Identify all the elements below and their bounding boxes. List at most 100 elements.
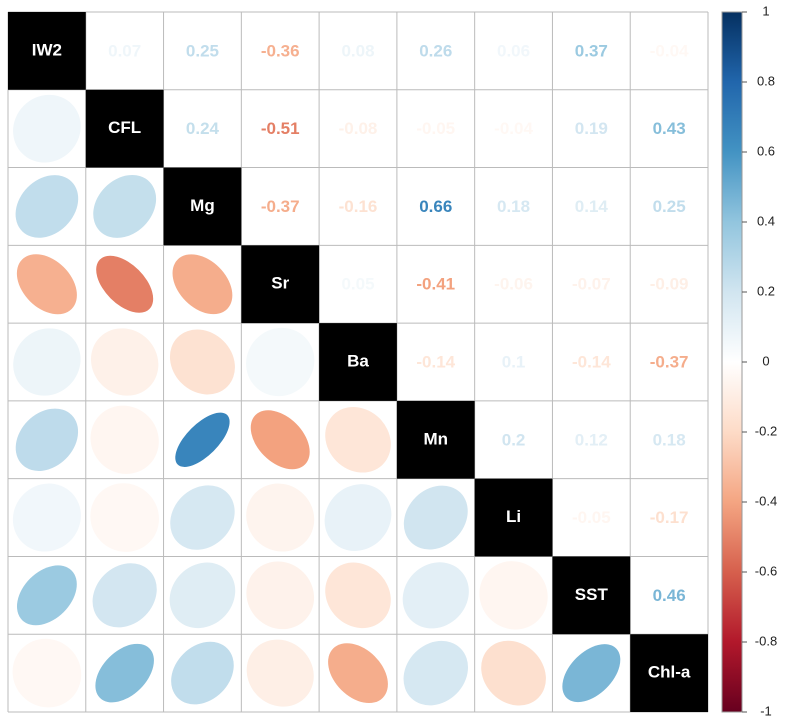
- correlation-value: -0.14: [572, 352, 611, 371]
- correlation-value: -0.36: [261, 41, 300, 60]
- correlation-value: -0.07: [572, 275, 611, 294]
- correlation-ellipse: [16, 254, 77, 315]
- correlation-ellipse: [481, 640, 546, 706]
- correlation-value: -0.37: [650, 352, 689, 371]
- correlation-ellipse: [246, 327, 315, 397]
- correlation-ellipse: [246, 639, 314, 707]
- colorbar-tick-label: 0: [762, 353, 769, 368]
- correlation-value: 0.14: [575, 197, 609, 216]
- correlation-ellipse: [171, 641, 234, 705]
- diagonal-cell: [474, 478, 553, 557]
- diagonal-cell: [241, 245, 320, 324]
- variable-label: Chl-a: [648, 663, 691, 682]
- colorbar-tick-label: -0.2: [755, 423, 777, 438]
- correlation-value: -0.09: [650, 275, 689, 294]
- correlation-value: -0.04: [494, 119, 533, 138]
- colorbar-tick-label: 0.6: [757, 143, 775, 158]
- colorbar: [721, 11, 743, 713]
- diagonal-cell: [85, 89, 164, 168]
- correlation-ellipse: [15, 175, 79, 238]
- diagonal-cell: [396, 400, 475, 479]
- correlation-value: 0.25: [186, 41, 219, 60]
- correlation-value: -0.17: [650, 508, 689, 527]
- correlation-value: -0.08: [339, 119, 378, 138]
- correlation-ellipse: [403, 640, 468, 706]
- correlation-ellipse: [170, 485, 235, 550]
- correlation-value: -0.14: [416, 352, 455, 371]
- correlation-value: 0.05: [341, 275, 374, 294]
- correlation-value: -0.04: [650, 41, 689, 60]
- correlation-ellipse: [250, 410, 310, 470]
- correlation-value: 0.12: [575, 430, 608, 449]
- correlation-ellipse: [402, 562, 469, 629]
- correlation-value: 0.06: [497, 41, 530, 60]
- diagonal-cell: [630, 634, 708, 712]
- diagonal-cell: [8, 12, 86, 90]
- correlation-ellipse: [328, 643, 388, 704]
- correlation-value: -0.16: [339, 197, 378, 216]
- correlation-value: -0.37: [261, 197, 300, 216]
- correlation-ellipse: [15, 408, 79, 471]
- correlation-ellipse: [95, 643, 154, 703]
- colorbar-tick-label: 0.8: [757, 73, 775, 88]
- colorbar-tick-label: 0.2: [757, 283, 775, 298]
- correlation-ellipse: [324, 484, 392, 551]
- correlation-value: -0.51: [261, 119, 300, 138]
- correlation-value: 0.24: [186, 119, 220, 138]
- correlation-value: 0.1: [502, 352, 526, 371]
- correlation-ellipse: [12, 483, 81, 552]
- colorbar-tick-label: 0.4: [757, 213, 775, 228]
- variable-label: Ba: [347, 351, 369, 370]
- correlation-ellipse: [13, 328, 81, 396]
- variable-label: Mn: [424, 429, 449, 448]
- variable-label: CFL: [108, 118, 141, 137]
- variable-label: Mg: [190, 196, 215, 215]
- colorbar-tick-label: -1: [760, 703, 772, 718]
- correlation-value: 0.25: [653, 197, 686, 216]
- variable-label: Li: [506, 507, 521, 526]
- correlation-ellipse: [92, 563, 157, 628]
- correlation-ellipse: [246, 561, 315, 630]
- correlation-ellipse: [479, 561, 548, 630]
- correlation-ellipse: [93, 175, 157, 238]
- variable-label: Sr: [271, 274, 289, 293]
- variable-label: SST: [575, 585, 609, 604]
- correlation-value: -0.41: [416, 275, 455, 294]
- correlation-value: 0.18: [653, 430, 686, 449]
- colorbar-tick-label: -0.4: [755, 493, 777, 508]
- correlation-ellipse: [12, 638, 82, 708]
- correlation-ellipse: [169, 329, 235, 395]
- correlation-value: 0.19: [575, 119, 608, 138]
- variable-label: IW2: [32, 40, 62, 59]
- correlation-ellipse: [562, 644, 621, 703]
- colorbar-tick-label: -0.6: [755, 563, 777, 578]
- correlation-value: 0.37: [575, 41, 608, 60]
- correlation-ellipse: [13, 94, 81, 163]
- correlation-value: 0.43: [653, 119, 686, 138]
- correlation-value: 0.66: [419, 197, 452, 216]
- diagonal-cell: [552, 556, 631, 635]
- colorbar-tick-label: -0.8: [755, 633, 777, 648]
- diagonal-cell: [319, 323, 397, 401]
- correlation-value: 0.07: [108, 41, 141, 60]
- correlation-ellipse: [16, 565, 77, 626]
- correlation-ellipse: [246, 483, 315, 552]
- correlation-value: 0.08: [341, 41, 374, 60]
- correlation-ellipse: [90, 483, 159, 552]
- correlation-ellipse: [325, 406, 391, 473]
- correlation-value: -0.05: [416, 119, 455, 138]
- correlation-ellipse: [172, 254, 233, 315]
- correlation-value: -0.05: [572, 508, 611, 527]
- correlation-ellipse: [90, 405, 159, 474]
- correlation-ellipse: [90, 328, 159, 396]
- correlation-ellipse: [403, 485, 468, 550]
- correlation-ellipse: [175, 412, 230, 467]
- correlation-value: 0.2: [502, 430, 526, 449]
- correlation-ellipse: [325, 562, 391, 629]
- correlation-value: 0.18: [497, 197, 530, 216]
- colorbar-tick-label: 1: [762, 3, 769, 18]
- correlation-value: 0.26: [419, 41, 452, 60]
- correlation-value: 0.46: [653, 586, 686, 605]
- correlation-value: -0.06: [494, 275, 533, 294]
